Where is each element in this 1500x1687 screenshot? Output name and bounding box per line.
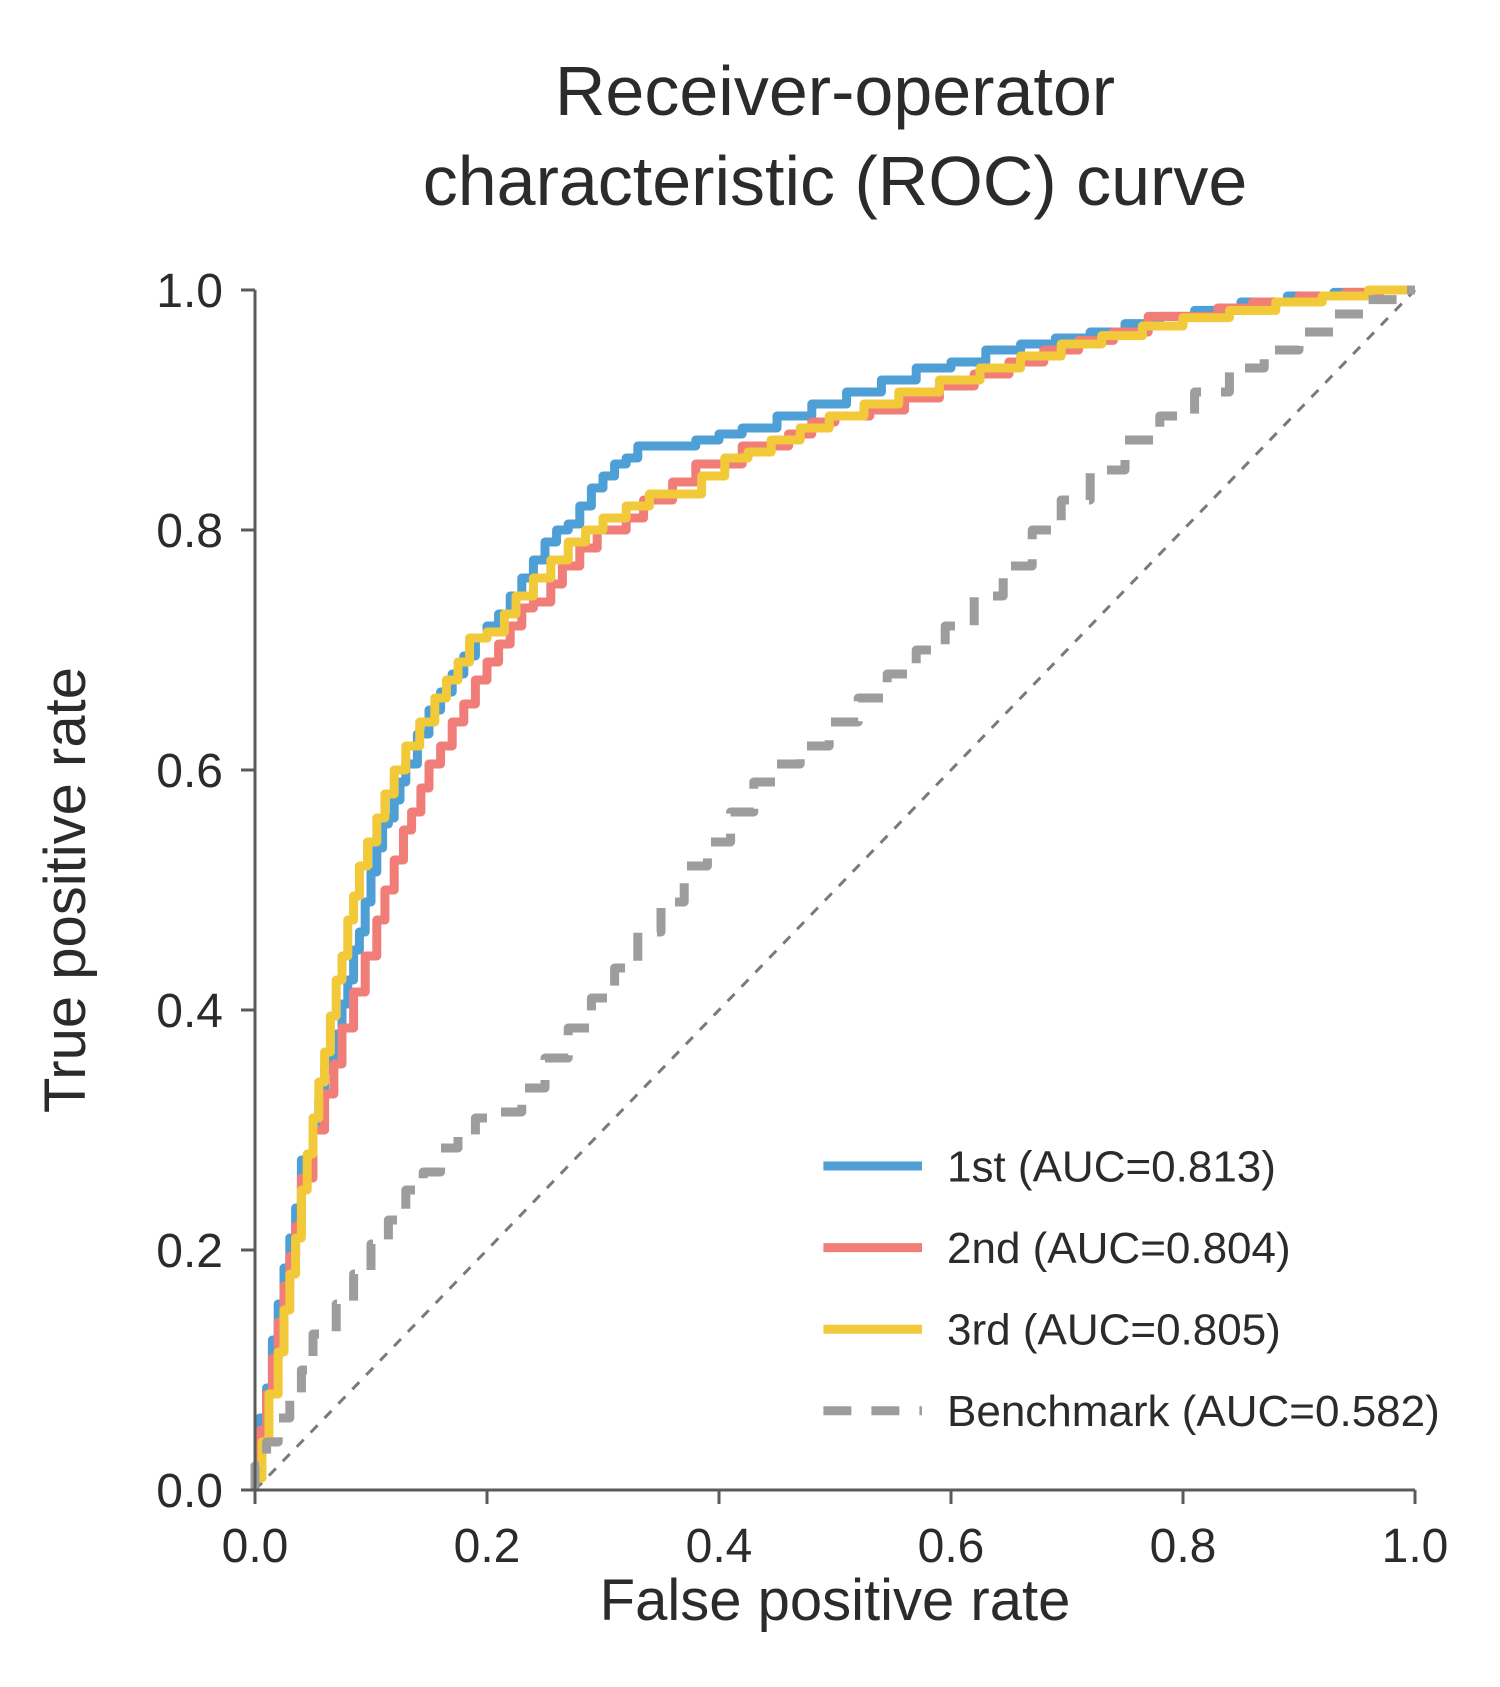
chart-title-line-2: characteristic (ROC) curve <box>423 142 1248 220</box>
legend-label-third: 3rd (AUC=0.805) <box>947 1306 1281 1355</box>
y-tick-label: 0.8 <box>156 505 223 558</box>
roc-svg: Receiver-operator characteristic (ROC) cu… <box>0 0 1500 1687</box>
y-tick-label: 0.0 <box>156 1465 223 1518</box>
legend-label-second: 2nd (AUC=0.804) <box>947 1224 1291 1273</box>
chart-title-line-1: Receiver-operator <box>555 52 1115 130</box>
x-axis-label: False positive rate <box>600 1568 1071 1633</box>
y-tick-label: 0.6 <box>156 745 223 798</box>
roc-chart: Receiver-operator characteristic (ROC) cu… <box>0 0 1500 1687</box>
x-tick-label: 0.4 <box>686 1520 753 1573</box>
legend-label-benchmark: Benchmark (AUC=0.582) <box>947 1387 1440 1436</box>
y-tick-label: 1.0 <box>156 265 223 318</box>
x-tick-label: 1.0 <box>1382 1520 1449 1573</box>
y-axis-label: True positive rate <box>33 667 98 1113</box>
x-tick-label: 0.2 <box>454 1520 521 1573</box>
legend-label-first: 1st (AUC=0.813) <box>947 1142 1276 1191</box>
x-tick-label: 0.0 <box>222 1520 289 1573</box>
x-tick-label: 0.6 <box>918 1520 985 1573</box>
x-tick-label: 0.8 <box>1150 1520 1217 1573</box>
y-tick-label: 0.2 <box>156 1225 223 1278</box>
y-tick-label: 0.4 <box>156 985 223 1038</box>
